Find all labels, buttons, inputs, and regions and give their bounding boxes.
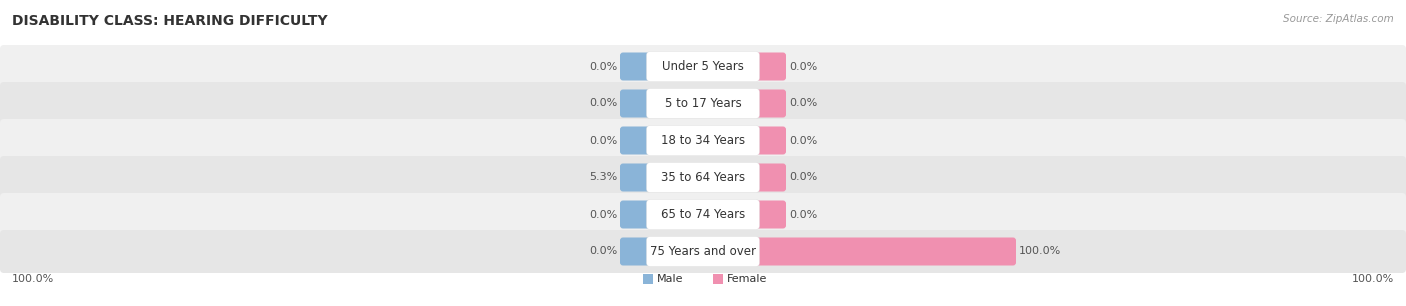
FancyBboxPatch shape	[700, 200, 786, 229]
FancyBboxPatch shape	[620, 53, 706, 80]
Text: 0.0%: 0.0%	[789, 136, 817, 145]
Text: 75 Years and over: 75 Years and over	[650, 245, 756, 258]
Text: 0.0%: 0.0%	[589, 136, 617, 145]
FancyBboxPatch shape	[647, 51, 759, 81]
FancyBboxPatch shape	[647, 88, 759, 118]
FancyBboxPatch shape	[700, 163, 786, 192]
Text: 5.3%: 5.3%	[589, 173, 617, 182]
FancyBboxPatch shape	[0, 193, 1406, 236]
Text: 0.0%: 0.0%	[589, 247, 617, 256]
FancyBboxPatch shape	[700, 53, 786, 80]
Text: 0.0%: 0.0%	[589, 62, 617, 72]
Bar	[713, 274, 723, 284]
FancyBboxPatch shape	[620, 126, 706, 155]
Text: 100.0%: 100.0%	[1019, 247, 1062, 256]
FancyBboxPatch shape	[700, 126, 786, 155]
Text: 65 to 74 Years: 65 to 74 Years	[661, 208, 745, 221]
FancyBboxPatch shape	[647, 125, 759, 155]
Text: 18 to 34 Years: 18 to 34 Years	[661, 134, 745, 147]
FancyBboxPatch shape	[0, 156, 1406, 199]
Text: 0.0%: 0.0%	[589, 99, 617, 109]
FancyBboxPatch shape	[647, 237, 759, 267]
FancyBboxPatch shape	[620, 163, 706, 192]
Text: 0.0%: 0.0%	[789, 210, 817, 219]
Text: Male: Male	[657, 274, 683, 284]
Text: 5 to 17 Years: 5 to 17 Years	[665, 97, 741, 110]
Text: 100.0%: 100.0%	[13, 274, 55, 284]
FancyBboxPatch shape	[620, 237, 706, 266]
FancyBboxPatch shape	[647, 162, 759, 192]
Text: 0.0%: 0.0%	[589, 210, 617, 219]
FancyBboxPatch shape	[0, 119, 1406, 162]
Text: Female: Female	[727, 274, 768, 284]
FancyBboxPatch shape	[620, 89, 706, 118]
FancyBboxPatch shape	[700, 237, 1017, 266]
Text: 0.0%: 0.0%	[789, 173, 817, 182]
FancyBboxPatch shape	[0, 82, 1406, 125]
Text: Under 5 Years: Under 5 Years	[662, 60, 744, 73]
Text: 100.0%: 100.0%	[1351, 274, 1393, 284]
Bar	[643, 274, 652, 284]
FancyBboxPatch shape	[0, 230, 1406, 273]
Text: DISABILITY CLASS: HEARING DIFFICULTY: DISABILITY CLASS: HEARING DIFFICULTY	[13, 14, 328, 28]
Text: 0.0%: 0.0%	[789, 62, 817, 72]
FancyBboxPatch shape	[700, 89, 786, 118]
FancyBboxPatch shape	[620, 200, 706, 229]
FancyBboxPatch shape	[0, 45, 1406, 88]
Text: Source: ZipAtlas.com: Source: ZipAtlas.com	[1284, 14, 1393, 24]
Text: 35 to 64 Years: 35 to 64 Years	[661, 171, 745, 184]
FancyBboxPatch shape	[647, 200, 759, 230]
Text: 0.0%: 0.0%	[789, 99, 817, 109]
